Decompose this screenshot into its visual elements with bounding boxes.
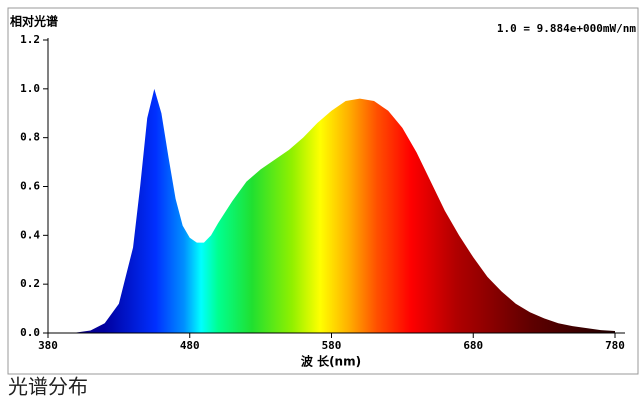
x-tick-label: 580	[322, 339, 342, 352]
y-tick-label: 0.0	[20, 326, 40, 339]
x-tick-label: 380	[38, 339, 58, 352]
x-tick-label: 780	[605, 339, 625, 352]
x-tick-label: 480	[180, 339, 200, 352]
annotation: 1.0 = 9.884e+000mW/nm	[497, 22, 636, 35]
y-tick-label: 1.0	[20, 82, 40, 95]
frame	[7, 7, 639, 375]
y-tick-label: 0.6	[20, 180, 40, 193]
chart-title: 相对光谱	[10, 14, 58, 29]
y-tick-label: 0.2	[20, 277, 40, 290]
caption: 光谱分布	[8, 376, 88, 399]
y-tick-label: 0.8	[20, 131, 40, 144]
spectrum-area	[48, 88, 615, 333]
x-axis-label: 波 长(nm)	[301, 354, 361, 369]
x-tick-label: 680	[463, 339, 483, 352]
y-tick-label: 0.4	[20, 228, 40, 241]
y-tick-label: 1.2	[20, 33, 40, 46]
